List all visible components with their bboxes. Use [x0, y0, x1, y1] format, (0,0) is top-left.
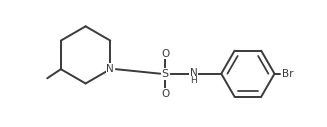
Text: N: N	[107, 64, 114, 74]
Text: S: S	[162, 69, 169, 79]
Text: N: N	[190, 68, 198, 78]
Text: O: O	[161, 89, 169, 99]
Text: O: O	[161, 49, 169, 59]
Text: H: H	[190, 76, 197, 85]
Text: Br: Br	[282, 69, 293, 79]
